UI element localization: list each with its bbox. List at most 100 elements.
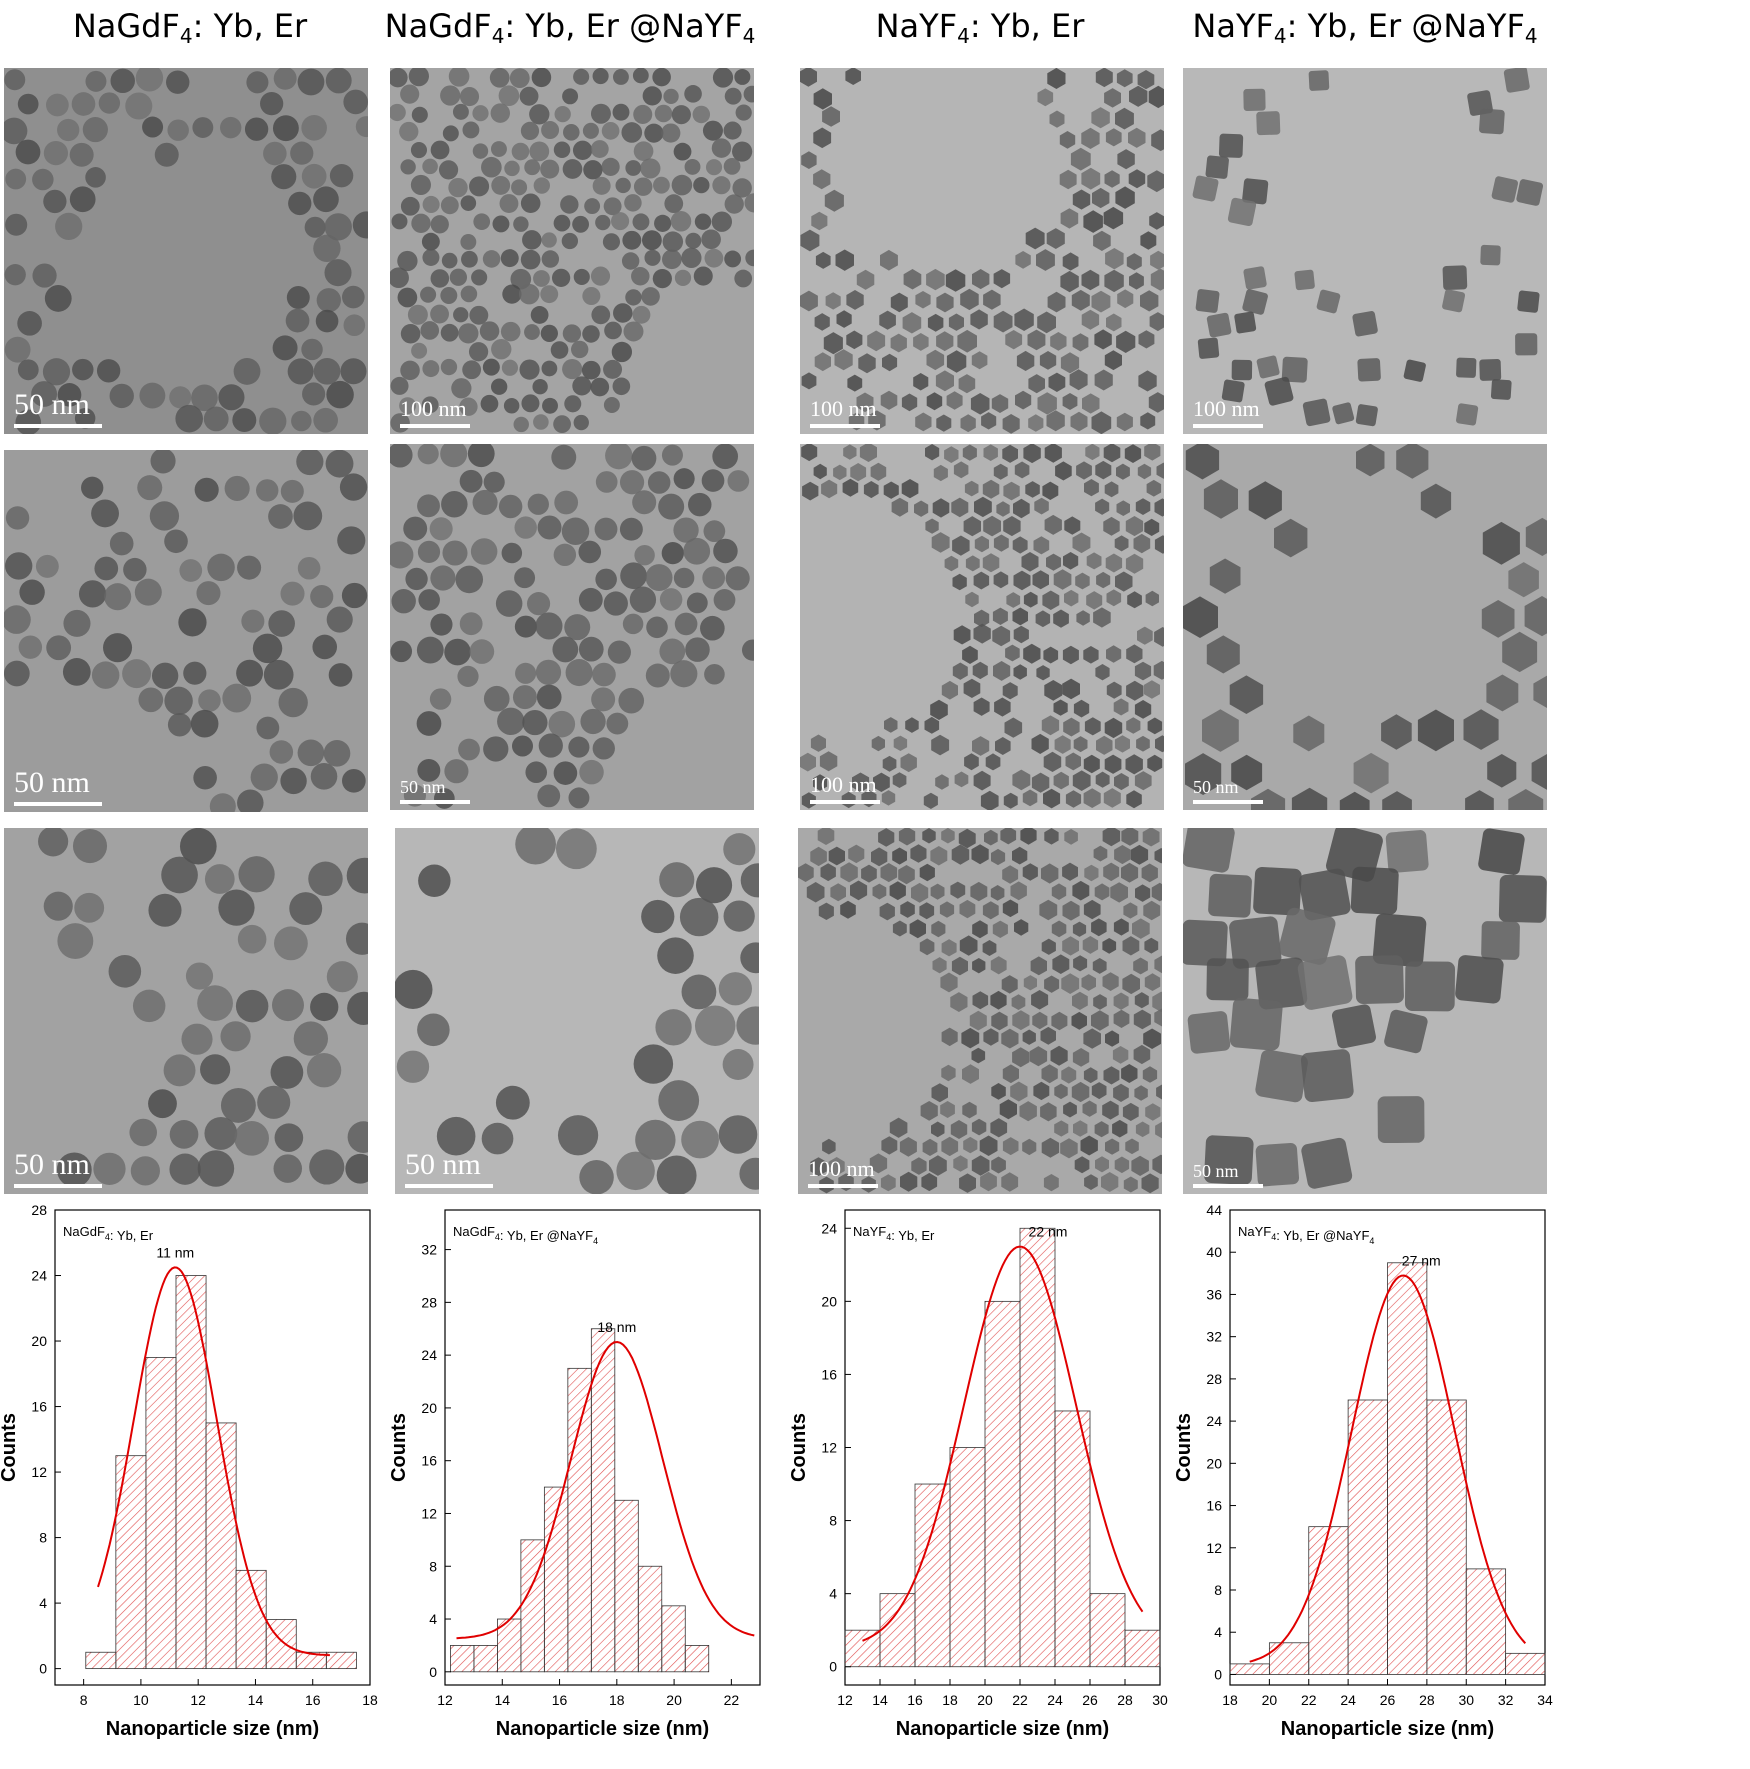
scale-bar-label: 100 nm bbox=[810, 396, 877, 421]
scale-bar-r3-c3: 100 nm bbox=[808, 1156, 878, 1188]
scale-bar-r2-c1: 50 nm bbox=[14, 766, 102, 806]
scale-bar-r2-c2: 50 nm bbox=[400, 777, 470, 804]
x-tick-label: 28 bbox=[1117, 1692, 1133, 1708]
x-tick-label: 18 bbox=[1222, 1692, 1238, 1708]
y-tick-label: 16 bbox=[421, 1453, 437, 1469]
scale-bar-r2-c4: 50 nm bbox=[1193, 777, 1263, 804]
y-tick-label: 20 bbox=[31, 1333, 47, 1349]
x-tick-label: 8 bbox=[80, 1692, 88, 1708]
y-tick-label: 24 bbox=[31, 1268, 47, 1284]
x-tick-label: 20 bbox=[977, 1692, 993, 1708]
y-tick-label: 4 bbox=[429, 1611, 437, 1627]
x-tick-label: 28 bbox=[1419, 1692, 1435, 1708]
x-axis-label: Nanoparticle size (nm) bbox=[896, 1718, 1109, 1740]
scale-bar-r3-c1: 50 nm bbox=[14, 1148, 102, 1188]
x-tick-label: 18 bbox=[942, 1692, 958, 1708]
tem-image-r2-c4: 50 nm bbox=[1183, 444, 1547, 810]
tem-image-r1-c2: 100 nm bbox=[390, 68, 754, 434]
gaussian-fit-curve bbox=[862, 1245, 1144, 1642]
y-tick-label: 4 bbox=[39, 1595, 47, 1611]
tem-image-r2-c1: 50 nm bbox=[4, 450, 368, 812]
peak-size-label: 18 nm bbox=[597, 1319, 636, 1335]
y-tick-label: 28 bbox=[31, 1202, 47, 1218]
histogram-bar bbox=[175, 1275, 207, 1670]
scale-bar-line bbox=[1193, 424, 1263, 428]
scale-bar-r1-c3: 100 nm bbox=[810, 396, 880, 428]
scale-bar-line bbox=[810, 424, 880, 428]
scale-bar-line bbox=[808, 1184, 878, 1188]
y-tick-label: 32 bbox=[1206, 1329, 1222, 1345]
tem-image-r3-c2: 50 nm bbox=[395, 828, 759, 1194]
histogram-bar bbox=[1505, 1652, 1546, 1675]
x-tick-label: 22 bbox=[1301, 1692, 1317, 1708]
y-tick-label: 20 bbox=[821, 1293, 837, 1309]
scale-bar-line bbox=[400, 800, 470, 804]
gaussian-fit-curve bbox=[97, 1266, 330, 1657]
plot-frame bbox=[54, 1209, 371, 1686]
y-tick-label: 16 bbox=[31, 1399, 47, 1415]
histogram-bar bbox=[1229, 1663, 1270, 1675]
scale-bar-label: 50 nm bbox=[405, 1148, 481, 1181]
x-tick-label: 16 bbox=[907, 1692, 923, 1708]
x-tick-label: 26 bbox=[1380, 1692, 1396, 1708]
tem-image-r1-c1: 50 nm bbox=[4, 68, 368, 434]
y-tick-label: 28 bbox=[1206, 1371, 1222, 1387]
scale-bar-line bbox=[14, 424, 102, 428]
histogram-bar bbox=[325, 1651, 357, 1670]
scale-bar-label: 50 nm bbox=[14, 1148, 90, 1181]
x-tick-label: 14 bbox=[494, 1692, 510, 1708]
y-tick-label: 28 bbox=[421, 1294, 437, 1310]
histogram-bar bbox=[567, 1367, 592, 1673]
scale-bar-label: 50 nm bbox=[1193, 1161, 1239, 1181]
tem-image-r2-c3: 100 nm bbox=[800, 444, 1164, 810]
y-axis-label: Counts bbox=[788, 1413, 810, 1482]
x-tick-label: 14 bbox=[872, 1692, 888, 1708]
histogram-bar bbox=[1124, 1629, 1161, 1668]
histogram-bar bbox=[473, 1645, 498, 1673]
x-tick-label: 12 bbox=[837, 1692, 853, 1708]
y-tick-label: 8 bbox=[39, 1530, 47, 1546]
histogram-bar bbox=[1089, 1593, 1126, 1668]
column-title-4: NaYF4: Yb, Er @NaYF4 bbox=[1192, 7, 1538, 48]
histogram-bar bbox=[265, 1619, 297, 1670]
scale-bar-label: 50 nm bbox=[14, 766, 90, 799]
y-tick-label: 24 bbox=[1206, 1413, 1222, 1429]
x-axis-label: Nanoparticle size (nm) bbox=[106, 1718, 319, 1740]
scale-bar-label: 100 nm bbox=[810, 772, 877, 797]
y-tick-label: 4 bbox=[829, 1586, 837, 1602]
histogram-bar bbox=[235, 1569, 267, 1670]
x-tick-label: 18 bbox=[609, 1692, 625, 1708]
histogram-bar bbox=[590, 1328, 616, 1673]
x-tick-label: 12 bbox=[437, 1692, 453, 1708]
histogram-bar bbox=[614, 1499, 639, 1673]
histogram-bar bbox=[205, 1422, 237, 1670]
histogram-bar bbox=[661, 1605, 686, 1673]
histogram-3: 12 14 16 18 20 22 24 26 28 30 0 4 8 12 16 20 24 Nanoparti… bbox=[788, 1200, 1175, 1769]
scale-bar-line bbox=[14, 1184, 102, 1188]
y-axis-label: Counts bbox=[1173, 1413, 1195, 1482]
y-tick-label: 12 bbox=[1206, 1540, 1222, 1556]
y-tick-label: 4 bbox=[1214, 1624, 1222, 1640]
scale-bar-r1-c1: 50 nm bbox=[14, 388, 102, 428]
peak-size-label: 27 nm bbox=[1402, 1252, 1441, 1268]
scale-bar-line bbox=[810, 800, 880, 804]
scale-bar-label: 100 nm bbox=[1193, 396, 1260, 421]
histogram-bar bbox=[1387, 1262, 1428, 1675]
scale-bar-r3-c2: 50 nm bbox=[405, 1148, 493, 1188]
x-tick-label: 30 bbox=[1458, 1692, 1474, 1708]
x-tick-label: 16 bbox=[552, 1692, 568, 1708]
histogram-bar bbox=[879, 1593, 916, 1668]
histogram-bar bbox=[450, 1645, 475, 1673]
y-tick-label: 24 bbox=[821, 1220, 837, 1236]
y-tick-label: 12 bbox=[821, 1440, 837, 1456]
histogram-bar bbox=[984, 1300, 1021, 1668]
y-tick-label: 40 bbox=[1206, 1244, 1222, 1260]
x-tick-label: 14 bbox=[248, 1692, 264, 1708]
y-tick-label: 0 bbox=[429, 1664, 437, 1680]
y-tick-label: 24 bbox=[421, 1347, 437, 1363]
histogram-2: 12 14 16 18 20 22 0 4 8 12 16 20 24 28 32 Nanoparticle … bbox=[388, 1200, 775, 1769]
x-axis-label: Nanoparticle size (nm) bbox=[1281, 1718, 1494, 1740]
histogram-bar bbox=[85, 1651, 117, 1670]
x-tick-label: 32 bbox=[1498, 1692, 1514, 1708]
column-title-2: NaGdF4: Yb, Er @NaYF4 bbox=[384, 7, 756, 48]
